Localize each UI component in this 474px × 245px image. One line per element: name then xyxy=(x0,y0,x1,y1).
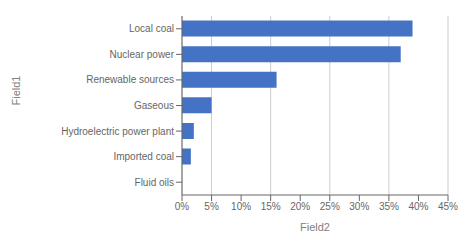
svg-text:Hydroelectric power plant: Hydroelectric power plant xyxy=(61,126,174,137)
svg-text:10%: 10% xyxy=(231,201,251,212)
svg-text:Fluid oils: Fluid oils xyxy=(135,177,174,188)
svg-text:Local coal: Local coal xyxy=(129,23,174,34)
svg-text:0%: 0% xyxy=(175,201,190,212)
svg-text:Nuclear power: Nuclear power xyxy=(110,49,175,60)
svg-text:Field2: Field2 xyxy=(300,221,330,233)
svg-text:5%: 5% xyxy=(204,201,219,212)
svg-text:25%: 25% xyxy=(320,201,340,212)
svg-text:20%: 20% xyxy=(290,201,310,212)
svg-text:35%: 35% xyxy=(379,201,399,212)
svg-text:Field1: Field1 xyxy=(10,76,22,106)
svg-text:Renewable sources: Renewable sources xyxy=(86,74,174,85)
svg-text:45%: 45% xyxy=(438,201,458,212)
svg-text:40%: 40% xyxy=(408,201,428,212)
svg-text:Imported coal: Imported coal xyxy=(113,151,174,162)
svg-text:15%: 15% xyxy=(261,201,281,212)
svg-text:30%: 30% xyxy=(349,201,369,212)
svg-text:Gaseous: Gaseous xyxy=(134,100,174,111)
